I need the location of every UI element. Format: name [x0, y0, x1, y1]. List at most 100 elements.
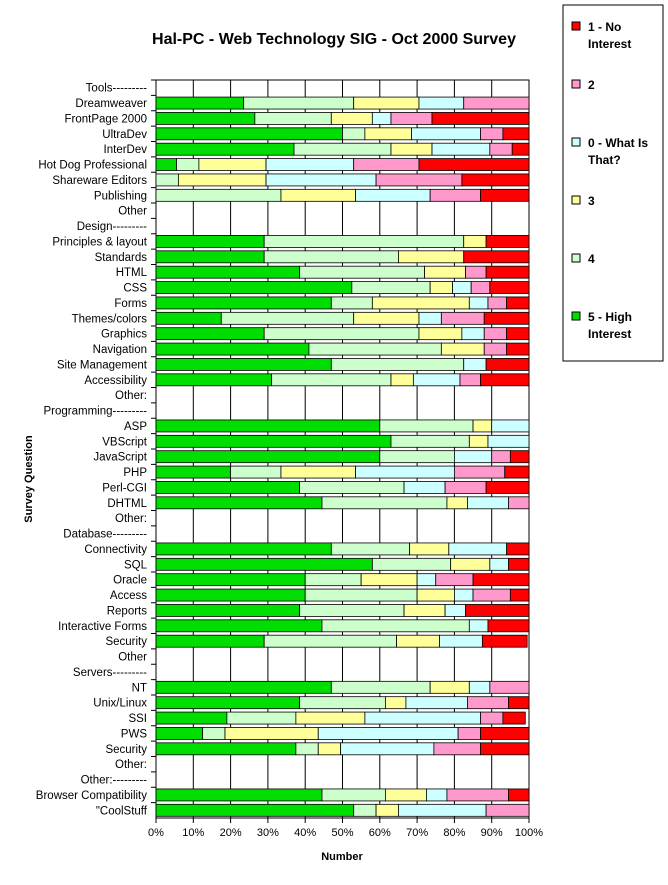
bar-segment — [155, 235, 265, 248]
bar-segment — [508, 696, 530, 710]
bar-segment — [457, 727, 481, 740]
category-label: Perl-CGI — [102, 482, 147, 494]
x-tick-label: 100% — [515, 827, 543, 839]
bar-segment — [463, 358, 487, 371]
bar-segment — [411, 127, 481, 141]
bar-segment — [424, 265, 466, 279]
category-label: Graphics — [101, 329, 147, 341]
category-label: Publishing — [94, 190, 147, 202]
x-tick-label: 80% — [443, 827, 465, 839]
bar-segment — [155, 619, 323, 633]
legend-label: 4 — [588, 252, 595, 266]
bar-segment — [263, 235, 465, 248]
bar-segment — [489, 142, 513, 156]
bar-segment — [364, 711, 481, 725]
bar-segment — [226, 711, 297, 725]
bar-segment — [450, 557, 491, 571]
bar-segment — [176, 158, 200, 171]
bar-segment — [155, 465, 231, 479]
bars — [155, 96, 530, 817]
bar-segment — [155, 711, 228, 725]
bar-segment — [467, 496, 509, 510]
bar-segment — [487, 619, 530, 633]
bar-segment — [463, 235, 487, 248]
bar-segment — [412, 373, 461, 387]
bar-segment — [177, 173, 267, 187]
bar-segment — [480, 742, 530, 756]
bar-segment — [155, 296, 332, 310]
category-label: SQL — [124, 559, 148, 571]
bar-segment — [485, 265, 530, 279]
category-label: "CoolStuff — [96, 805, 148, 817]
bar-segment — [480, 188, 530, 202]
category-label: NT — [132, 682, 147, 694]
category-label: Tools--------- — [86, 83, 147, 95]
bar-segment — [355, 188, 431, 202]
chart-title: Hal-PC - Web Technology SIG - Oct 2000 S… — [152, 31, 516, 48]
category-label: Reports — [107, 605, 148, 617]
bar-segment — [489, 680, 530, 694]
bar-segment — [317, 742, 342, 756]
grid-lines — [155, 79, 530, 819]
bar-segment — [509, 450, 530, 464]
bar-segment — [351, 281, 431, 294]
bar-segment — [308, 342, 442, 356]
bar-segment — [364, 127, 412, 141]
bar-segment — [416, 573, 437, 587]
legend-box — [562, 4, 664, 362]
category-label: PWS — [121, 728, 148, 740]
x-tick-label: 40% — [294, 827, 316, 839]
bar-segment — [448, 542, 508, 556]
bar-segment — [375, 173, 463, 187]
bar-segment — [465, 604, 530, 617]
bar-segment — [390, 142, 433, 156]
legend-swatch — [571, 253, 581, 263]
category-label: Accessibility — [84, 375, 147, 387]
bar-segment — [330, 112, 373, 125]
bar-segment — [506, 342, 530, 356]
bar-segment — [155, 327, 265, 341]
bar-segment — [355, 465, 455, 479]
bar-segment — [224, 727, 319, 740]
bar-segment — [487, 296, 508, 310]
bar-segment — [439, 634, 483, 648]
category-label: Forms — [114, 298, 147, 310]
bar-segment — [155, 158, 177, 171]
bar-segment — [405, 696, 468, 710]
bar-segment — [418, 327, 463, 341]
bar-segment — [155, 281, 353, 294]
bar-segment — [317, 727, 459, 740]
bar-segment — [461, 327, 485, 341]
bar-segment — [155, 588, 306, 602]
x-tick-label: 50% — [331, 827, 353, 839]
bar-segment — [444, 604, 466, 617]
bar-segment — [299, 604, 405, 617]
bar-segment — [155, 542, 332, 556]
category-label: SSI — [128, 713, 147, 725]
bar-segment — [483, 327, 508, 341]
bar-segment — [416, 588, 455, 602]
bar-segment — [506, 296, 530, 310]
bar-segment — [202, 727, 226, 740]
category-label: Other — [118, 206, 147, 218]
bar-segment — [280, 188, 356, 202]
bar-segment — [330, 542, 411, 556]
bar-segment — [371, 557, 452, 571]
bar-segment — [480, 127, 504, 141]
bar-segment — [330, 680, 431, 694]
bar-segment — [265, 173, 377, 187]
x-tick-label: 20% — [220, 827, 242, 839]
bar-segment — [155, 573, 306, 587]
bar-segment — [293, 142, 392, 156]
x-tick-label: 30% — [257, 827, 279, 839]
bar-segment — [502, 711, 526, 725]
bar-segment — [472, 573, 530, 587]
bar-segment — [360, 573, 418, 587]
bar-segment — [390, 373, 414, 387]
category-label: Interactive Forms — [58, 621, 147, 633]
legend-label: 5 - High Interest — [588, 310, 632, 341]
category-label: Design--------- — [77, 221, 147, 233]
bar-segment — [508, 557, 530, 571]
category-label: Other: — [115, 759, 147, 771]
bar-segment — [418, 96, 465, 110]
